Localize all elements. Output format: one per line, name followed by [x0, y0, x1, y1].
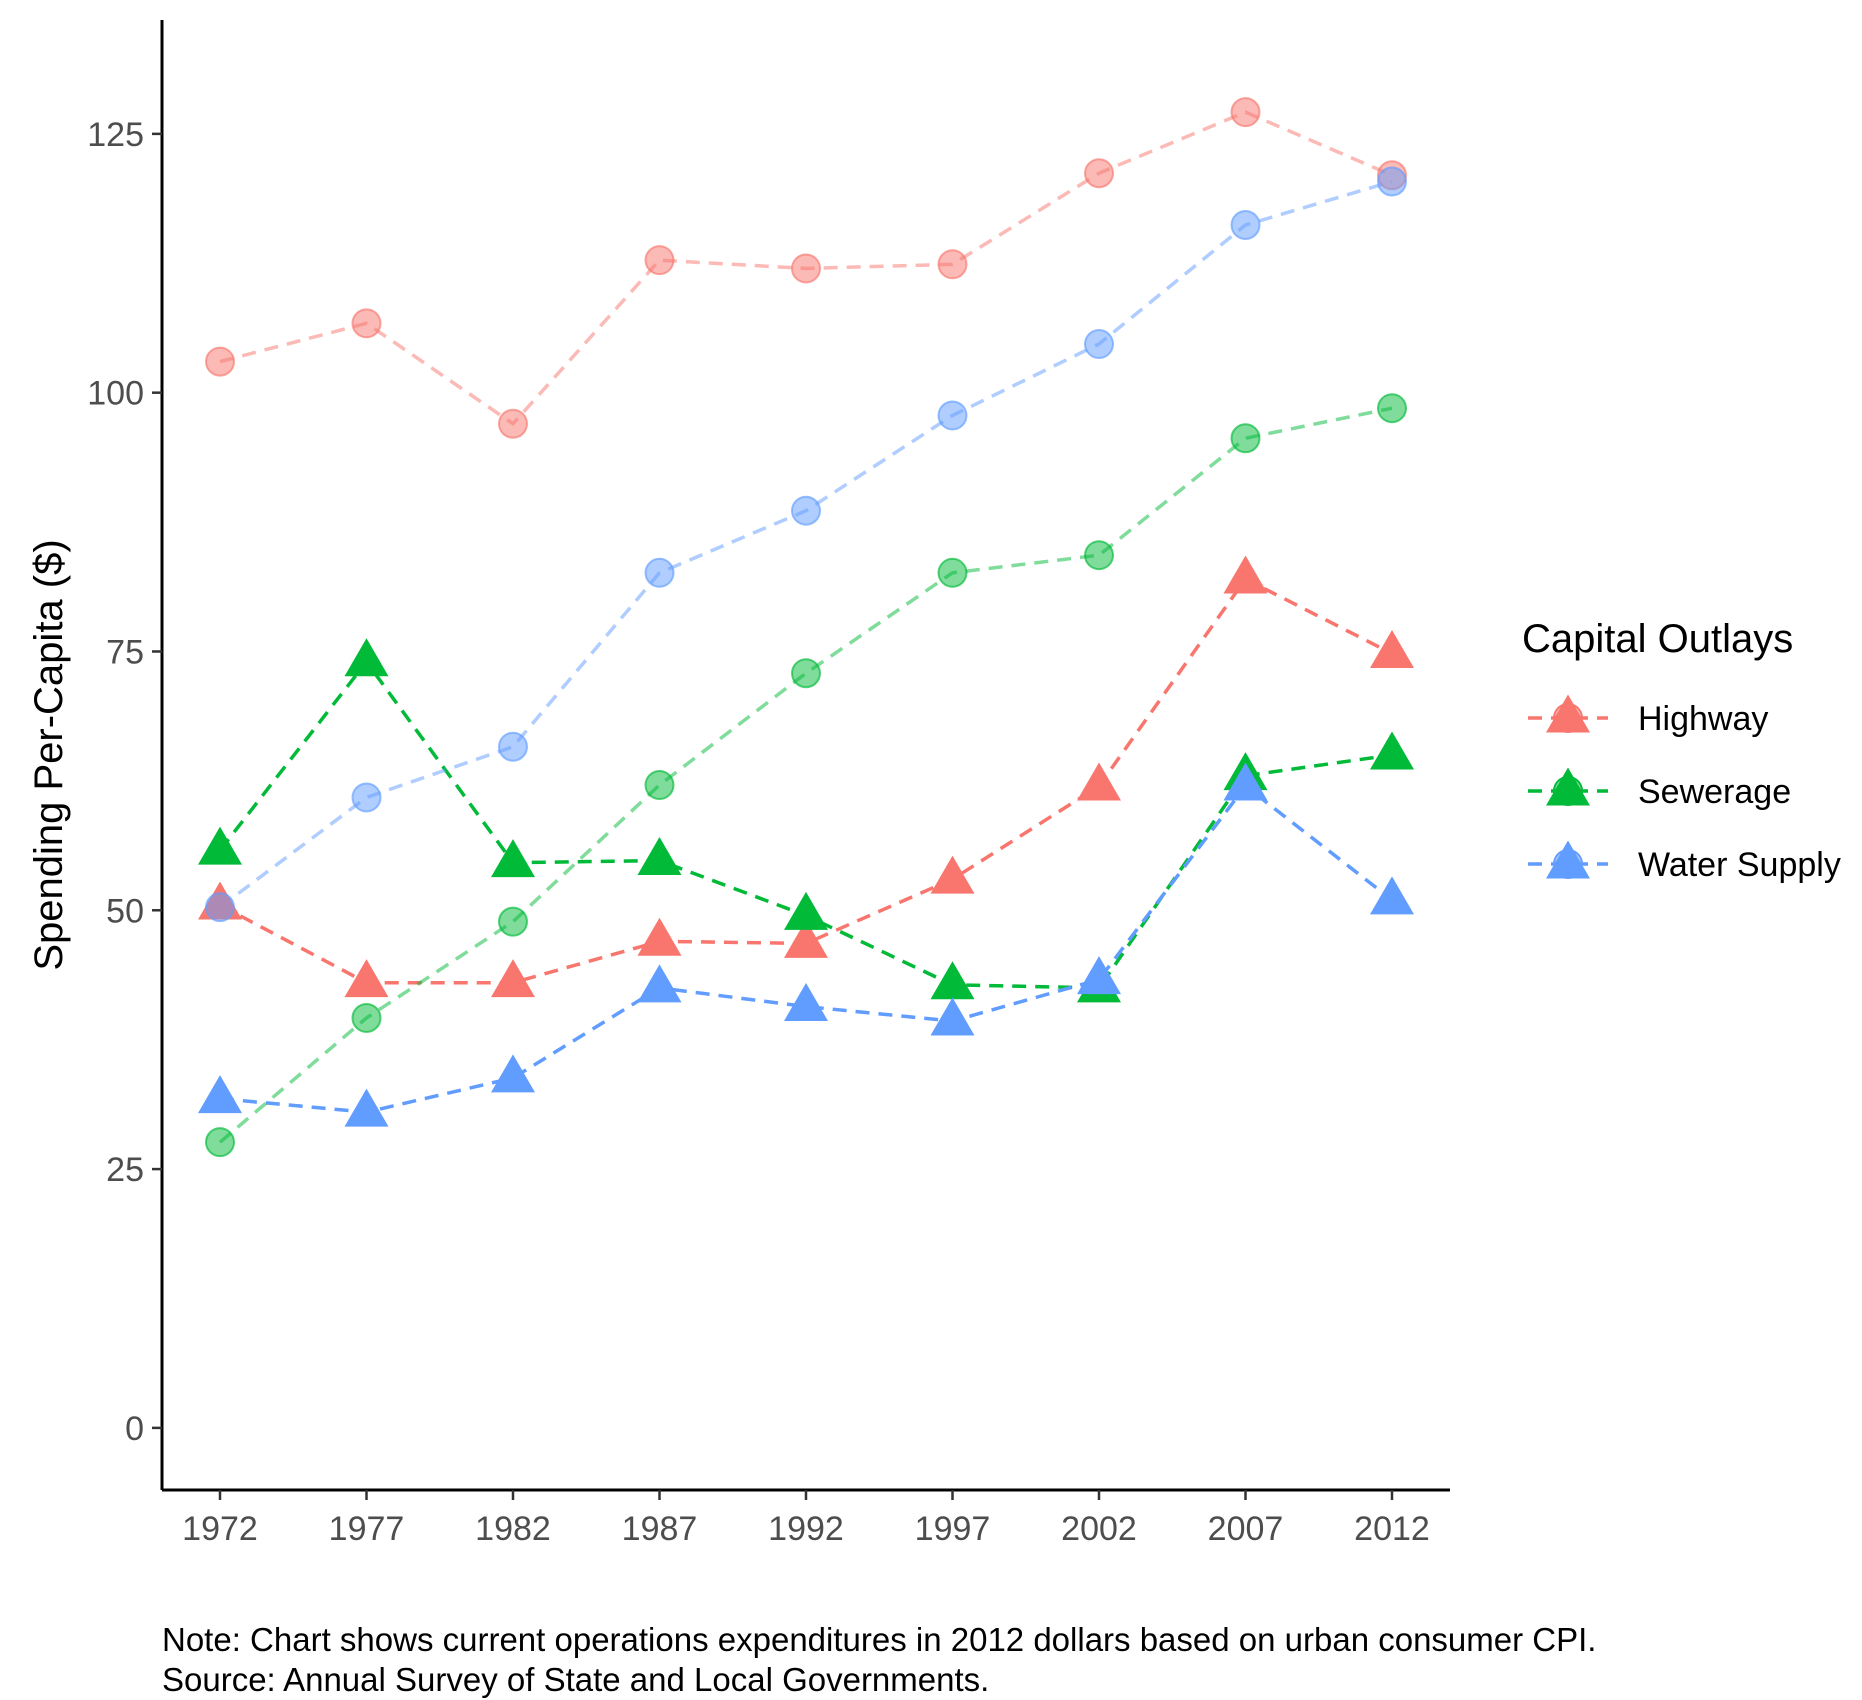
point-circle-sewerage-1972 — [205, 1127, 235, 1158]
x-tick-label-2002: 2002 — [1061, 1510, 1137, 1548]
series-layer — [198, 97, 1414, 1158]
point-triangle-water-supply-2012 — [1370, 876, 1414, 915]
point-circle-highway-1997 — [937, 249, 968, 280]
point-circle-sewerage-1977 — [351, 1002, 382, 1033]
series-line-current-operations-sewerage — [218, 406, 1393, 1144]
point-triangle-water-supply-1977 — [344, 1088, 389, 1127]
y-tick-label-100: 100 — [87, 375, 144, 413]
point-circle-sewerage-1997 — [937, 557, 968, 588]
legend-title: Capital Outlays — [1522, 617, 1793, 661]
point-triangle-sewerage-1982 — [491, 839, 535, 878]
legend-label-highway: Highway — [1638, 700, 1768, 738]
point-triangle-sewerage-1987 — [637, 837, 682, 876]
line-chart: 0 25 50 75 100 125 1972 1977 1982 1987 1992 1997 200… — [27, 20, 1841, 1548]
point-triangle-highway-1997 — [930, 855, 975, 894]
point-triangle-highway-1987 — [637, 917, 682, 956]
point-circle-water-supply-2007 — [1230, 209, 1261, 240]
legend-label-water-supply: Water Supply — [1638, 846, 1841, 884]
y-tick-label-125: 125 — [87, 116, 144, 154]
point-triangle-sewerage-1992 — [784, 891, 828, 930]
point-circle-water-supply-2012 — [1377, 166, 1407, 197]
point-triangle-sewerage-1972 — [198, 826, 242, 865]
point-circle-highway-2007 — [1230, 97, 1261, 128]
point-circle-sewerage-1987 — [644, 770, 675, 801]
legend-key-triangle-water-supply — [1546, 840, 1590, 879]
x-tick-label-2012: 2012 — [1354, 1510, 1430, 1548]
point-circle-sewerage-2012 — [1377, 393, 1407, 424]
point-triangle-highway-2012 — [1370, 629, 1414, 668]
point-triangle-water-supply-2002 — [1077, 956, 1121, 995]
point-circle-highway-1982 — [498, 408, 528, 439]
point-triangle-highway-1982 — [491, 959, 535, 998]
point-triangle-water-supply-2007 — [1223, 762, 1268, 801]
x-tick-label-1977: 1977 — [329, 1510, 405, 1548]
point-triangle-highway-1992 — [784, 919, 828, 958]
chart-caption: Note: Chart shows current operations exp… — [162, 1620, 1596, 1700]
point-triangle-water-supply-1997 — [930, 997, 975, 1036]
x-tick-label-1987: 1987 — [622, 1510, 698, 1548]
caption-source: Source: Annual Survey of State and Local… — [162, 1661, 990, 1698]
point-circle-water-supply-1982 — [498, 731, 528, 762]
point-circle-sewerage-2007 — [1230, 423, 1261, 454]
point-circle-water-supply-1972 — [205, 892, 235, 923]
point-circle-water-supply-1987 — [644, 557, 675, 588]
legend-label-sewerage: Sewerage — [1638, 773, 1791, 811]
series-line-capital-outlays-water-supply — [219, 783, 1394, 1114]
caption-note: Note: Chart shows current operations exp… — [162, 1621, 1597, 1658]
point-circle-water-supply-1997 — [937, 400, 968, 431]
point-circle-water-supply-1992 — [791, 495, 821, 526]
point-triangle-water-supply-1982 — [491, 1054, 535, 1093]
point-circle-highway-1992 — [791, 253, 821, 284]
axes: 0 25 50 75 100 125 1972 1977 1982 1987 1992 1997 200… — [87, 20, 1450, 1548]
x-tick-label-1982: 1982 — [475, 1510, 551, 1548]
y-tick-label-25: 25 — [106, 1151, 144, 1189]
point-triangle-sewerage-2012 — [1370, 731, 1414, 770]
point-triangle-highway-1977 — [344, 959, 389, 998]
point-circle-highway-1972 — [205, 346, 235, 377]
point-triangle-water-supply-1992 — [784, 982, 828, 1021]
point-circle-water-supply-1977 — [351, 782, 382, 813]
y-tick-label-0: 0 — [125, 1410, 144, 1448]
point-triangle-water-supply-1972 — [198, 1075, 242, 1114]
point-triangle-sewerage-1977 — [344, 638, 389, 677]
point-triangle-water-supply-1987 — [637, 964, 682, 1003]
point-circle-sewerage-1992 — [791, 658, 821, 689]
y-tick-label-75: 75 — [106, 633, 144, 671]
x-tick-label-1972: 1972 — [182, 1510, 258, 1548]
point-circle-highway-1977 — [351, 308, 382, 339]
point-circle-water-supply-2002 — [1084, 329, 1114, 360]
point-triangle-sewerage-1997 — [930, 961, 975, 1000]
x-tick-label-2007: 2007 — [1208, 1510, 1284, 1548]
point-triangle-highway-2002 — [1077, 762, 1121, 801]
point-circle-sewerage-2002 — [1084, 540, 1114, 571]
y-tick-label-50: 50 — [106, 892, 144, 930]
legend-key-triangle-highway — [1546, 694, 1590, 733]
y-axis-title: Spending Per-Capita ($) — [27, 539, 71, 970]
x-tick-label-1997: 1997 — [915, 1510, 991, 1548]
point-circle-highway-2002 — [1084, 158, 1114, 189]
point-circle-highway-1987 — [644, 245, 675, 276]
x-tick-label-1992: 1992 — [768, 1510, 844, 1548]
legend-key-triangle-sewerage — [1546, 767, 1590, 806]
legend: Capital Outlays Highway Sewerage Water Sup… — [1522, 617, 1841, 884]
point-circle-sewerage-1982 — [498, 906, 528, 937]
series-line-current-operations-water-supply — [218, 179, 1393, 909]
point-triangle-highway-2007 — [1223, 555, 1268, 594]
